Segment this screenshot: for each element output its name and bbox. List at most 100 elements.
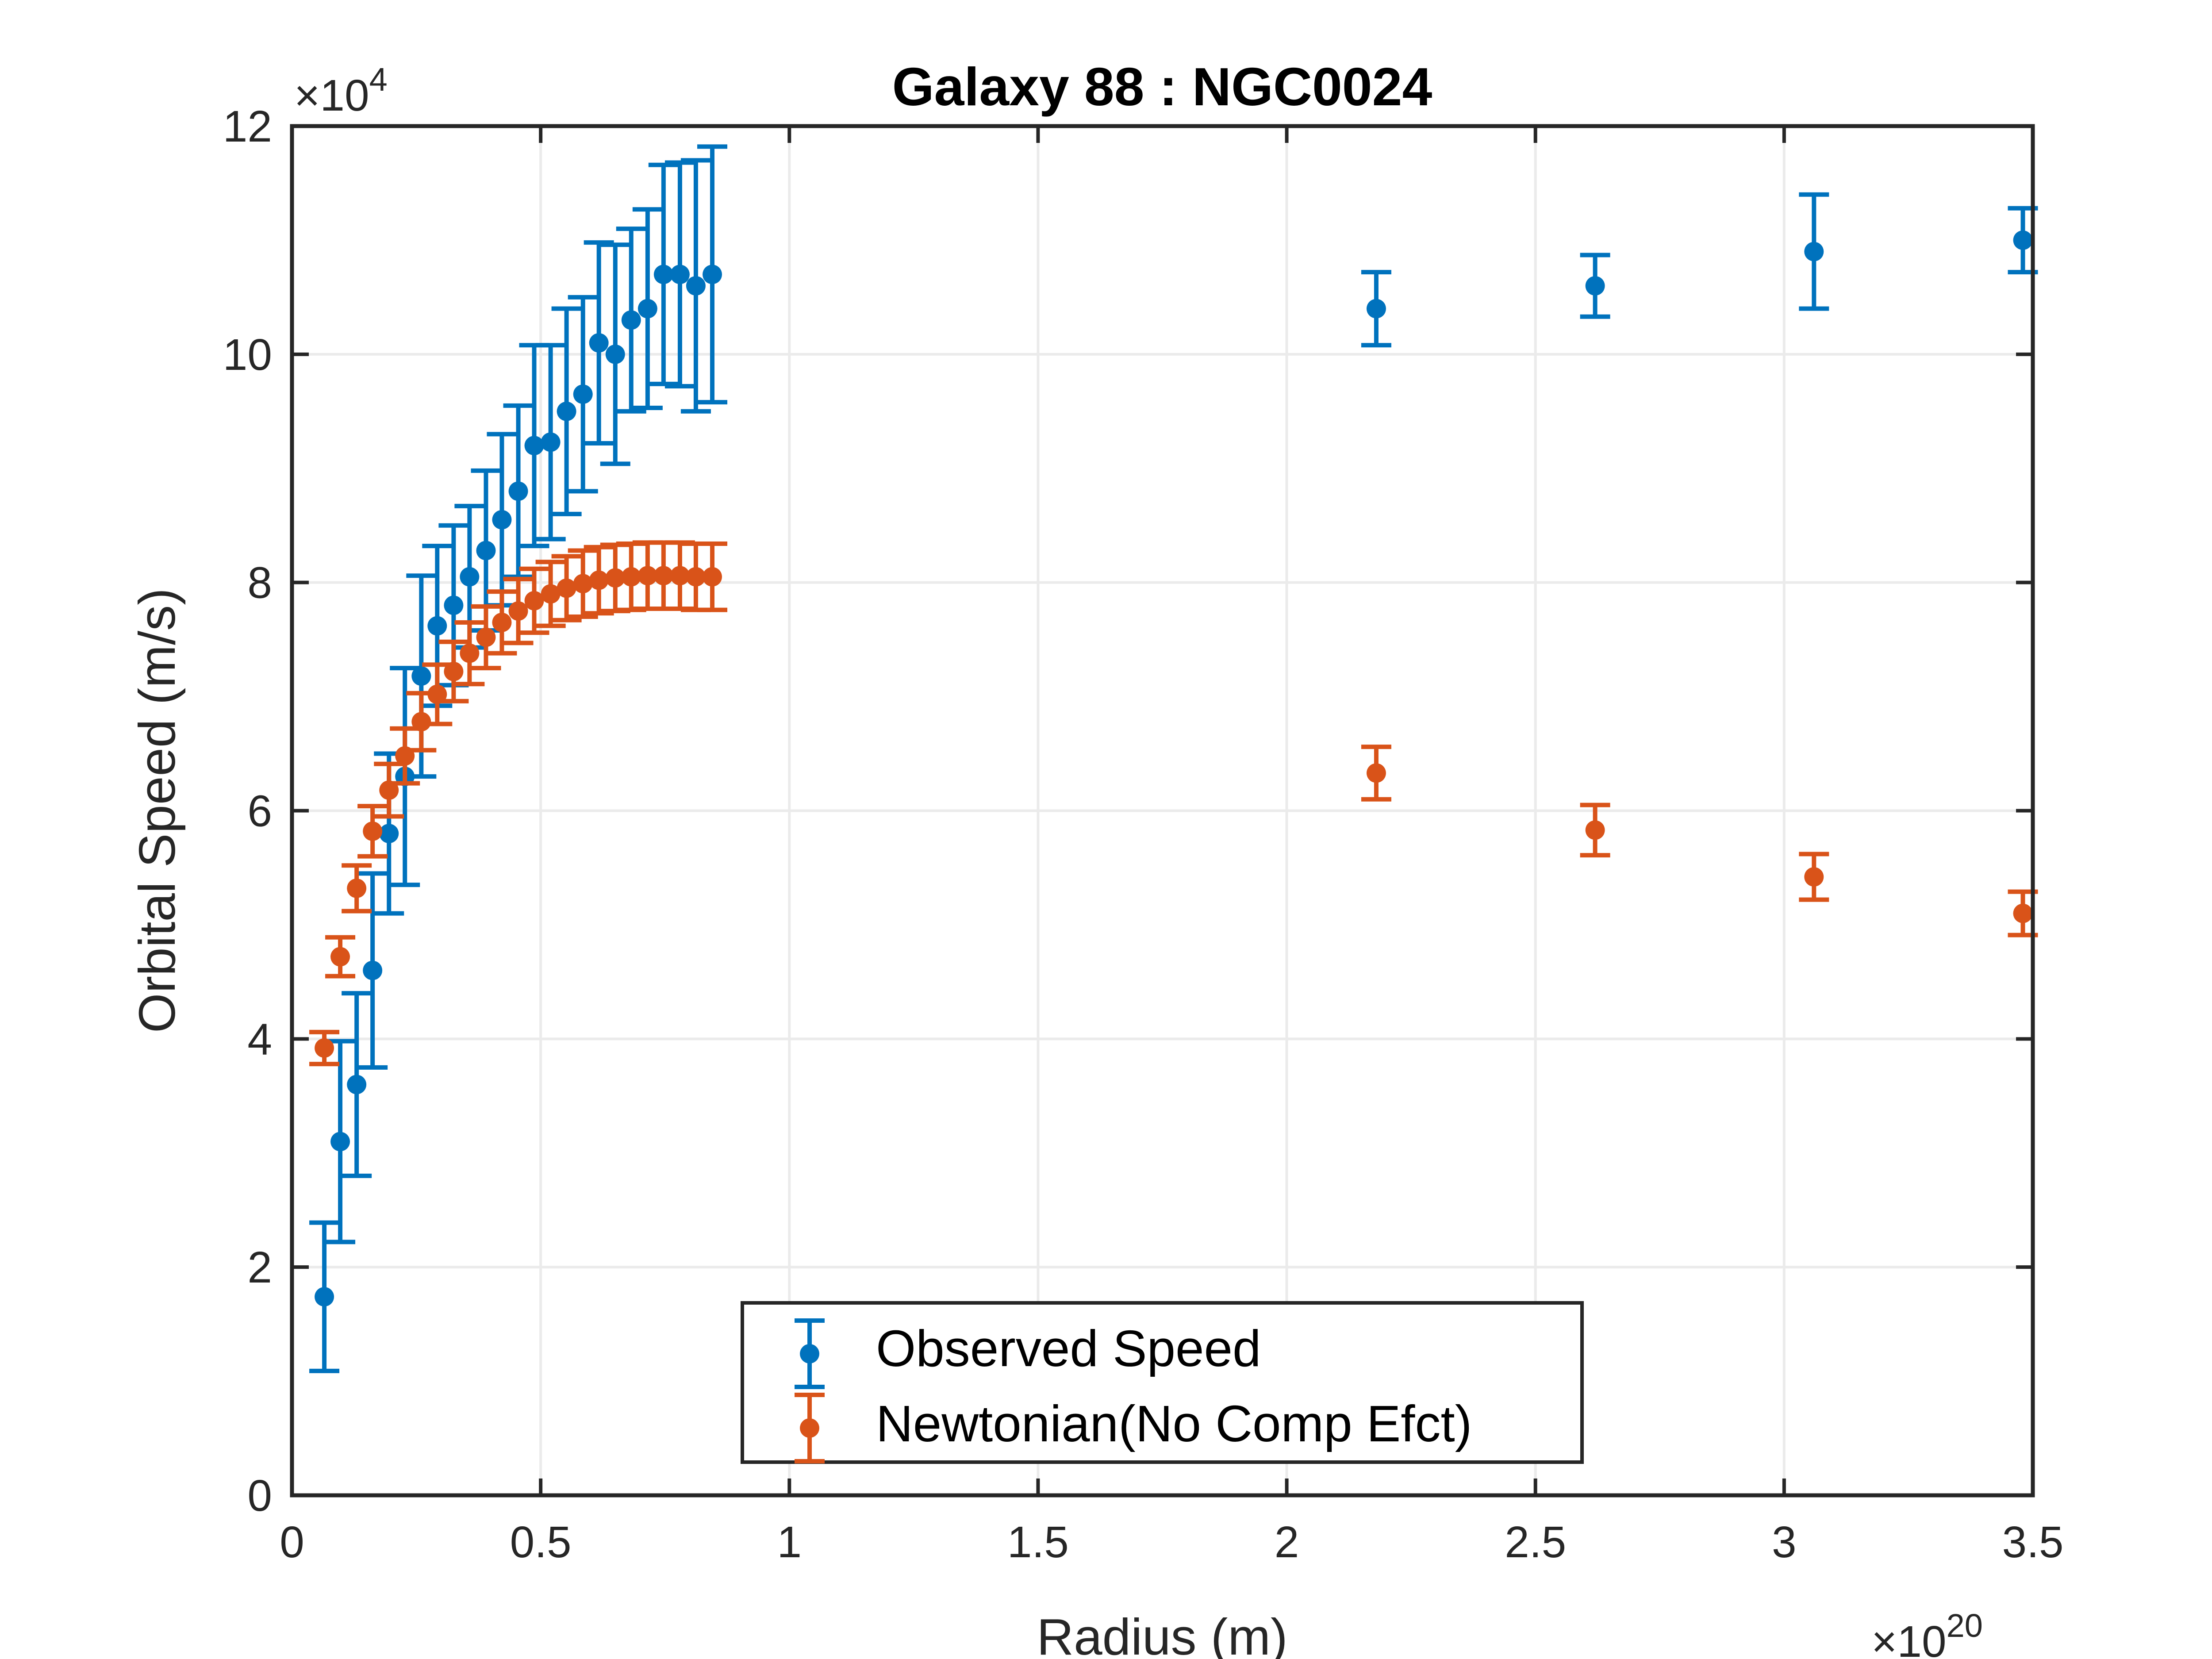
observed-point	[697, 144, 728, 405]
newtonian-point	[584, 545, 614, 616]
observed-point	[551, 306, 582, 516]
data-point	[347, 1075, 367, 1094]
data-point	[686, 567, 706, 587]
legend-label-newtonian: Newtonian(No Comp Efct)	[876, 1395, 1472, 1452]
observed-point	[664, 160, 695, 389]
newtonian-point	[309, 1029, 340, 1067]
newtonian-point	[487, 589, 517, 656]
data-point	[589, 333, 609, 353]
axes-box	[290, 124, 2035, 1498]
data-series	[309, 144, 2038, 1373]
y-tick-label: 4	[247, 1014, 272, 1064]
data-point	[653, 566, 673, 586]
newtonian-point	[471, 604, 501, 671]
observed-point	[600, 242, 630, 466]
legend-box	[741, 1301, 1584, 1464]
data-point	[541, 432, 561, 452]
data-point	[605, 568, 625, 588]
data-point	[557, 401, 576, 421]
data-point	[347, 878, 367, 898]
newtonian-point	[1799, 852, 1829, 902]
data-point	[2013, 230, 2033, 250]
observed-point	[680, 158, 711, 414]
observed-point	[1580, 253, 1610, 319]
data-point	[363, 960, 383, 980]
newtonian-point	[568, 548, 598, 619]
newtonian-point	[357, 804, 388, 859]
newtonian-point	[519, 566, 549, 635]
y-tick-label: 0	[247, 1471, 272, 1521]
data-point	[363, 821, 383, 841]
data-point	[524, 591, 544, 611]
newtonian-point	[697, 541, 728, 612]
newtonian-point	[1361, 745, 1391, 802]
data-point	[427, 616, 447, 636]
data-point	[541, 584, 561, 604]
data-point	[330, 1132, 350, 1152]
observed-point	[1799, 192, 1829, 311]
data-point	[411, 666, 431, 686]
data-point	[621, 567, 641, 587]
data-point	[315, 1038, 334, 1058]
data-point	[621, 310, 641, 330]
newtonian-point	[503, 576, 534, 645]
legend-marker-glyph	[795, 1318, 825, 1389]
y-tick-label: 12	[223, 102, 272, 151]
legend-label-observed: Observed Speed	[876, 1320, 1261, 1377]
newtonian-point	[648, 540, 679, 611]
y-tick-label: 10	[223, 330, 272, 380]
chart-title: Galaxy 88 : NGC0024	[892, 57, 1432, 117]
data-point	[1804, 867, 1824, 887]
x-tick-label: 3.5	[2002, 1517, 2063, 1567]
data-point	[492, 612, 512, 632]
data-point	[800, 1418, 819, 1438]
data-point	[573, 574, 593, 594]
data-point	[492, 510, 512, 530]
data-point	[444, 661, 464, 681]
data-point	[379, 824, 399, 844]
data-point	[1585, 276, 1605, 296]
observed-point	[325, 1039, 356, 1244]
observed-point	[648, 162, 679, 386]
data-point	[476, 541, 496, 561]
x-tick-label: 3	[1772, 1517, 1797, 1567]
x-tick-labels: 0 0.5 1 1.5 2 2.5 3 3.5	[280, 1517, 2063, 1567]
observed-point	[616, 227, 646, 414]
data-point	[605, 344, 625, 364]
newtonian-point	[454, 620, 485, 687]
x-axis-multiplier: ×1020	[1871, 1607, 1983, 1659]
data-point	[637, 566, 657, 586]
data-point	[460, 643, 480, 663]
data-point	[703, 567, 722, 587]
x-tick-label: 2.5	[1505, 1517, 1566, 1567]
newtonian-point	[342, 863, 372, 914]
legend-marker-newtonian	[795, 1393, 825, 1463]
newtonian-point	[535, 560, 566, 628]
data-point	[703, 265, 722, 284]
observed-point	[632, 207, 663, 411]
data-point	[1585, 820, 1605, 840]
newtonian-point	[1580, 803, 1610, 858]
data-point	[800, 1344, 819, 1363]
data-point	[508, 601, 528, 621]
data-point	[637, 299, 657, 319]
observed-point	[357, 871, 388, 1070]
data-point	[653, 265, 673, 284]
series-newtonian	[309, 540, 2038, 1067]
y-tick-label: 8	[247, 558, 272, 608]
data-point	[411, 712, 431, 732]
data-point	[670, 566, 690, 586]
y-tick-labels: 0 2 4 6 8 10 12	[223, 102, 272, 1521]
y-tick-label: 6	[247, 787, 272, 836]
data-point	[330, 947, 350, 967]
y-axis-multiplier: ×104	[294, 61, 388, 120]
observed-point	[309, 1220, 340, 1373]
observed-point	[568, 295, 598, 494]
x-axis-label: Radius (m)	[1037, 1608, 1287, 1659]
data-point	[315, 1287, 334, 1307]
data-point	[1804, 242, 1824, 261]
legend: Observed Speed Newtonian(No Comp Efct)	[741, 1301, 1584, 1464]
data-point	[686, 276, 706, 296]
y-axis-label: Orbital Speed (m/s)	[128, 588, 186, 1033]
